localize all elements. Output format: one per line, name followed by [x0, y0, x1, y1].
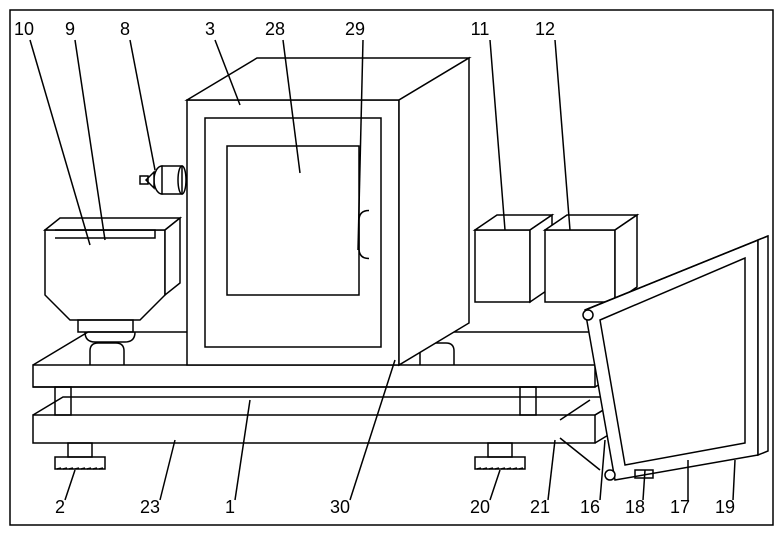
callout-label: 18 — [625, 497, 645, 517]
callout-label: 30 — [330, 497, 350, 517]
callout-label: 10 — [14, 19, 34, 39]
callout-label: 19 — [715, 497, 735, 517]
callout-label: 1 — [225, 497, 235, 517]
callout-label: 20 — [470, 497, 490, 517]
callout-label: 9 — [65, 19, 75, 39]
callout-label: 16 — [580, 497, 600, 517]
callout-label: 21 — [530, 497, 550, 517]
callout-label: 3 — [205, 19, 215, 39]
callout-label: 29 — [345, 19, 365, 39]
callout-label: 11 — [471, 19, 490, 39]
callout-label: 23 — [140, 497, 160, 517]
callout-label: 17 — [670, 497, 690, 517]
callout-label: 12 — [535, 19, 555, 39]
callout-label: 8 — [120, 19, 130, 39]
callout-label: 2 — [55, 497, 65, 517]
callout-label: 28 — [265, 19, 285, 39]
technical-diagram: 3891011122829121617181920212330 — [0, 0, 783, 535]
